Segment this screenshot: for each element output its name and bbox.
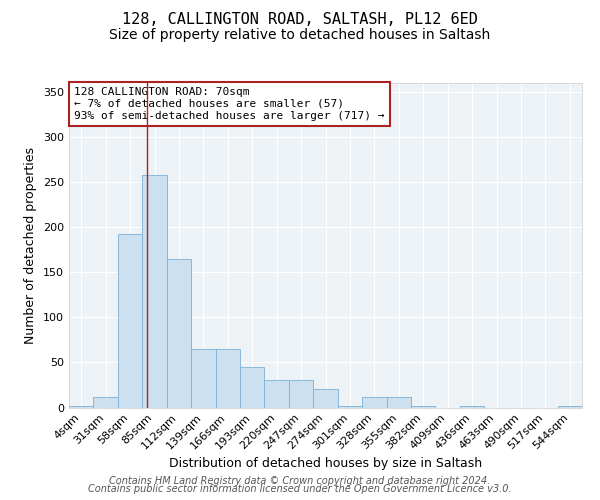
Bar bbox=[94, 396, 118, 407]
Bar bbox=[142, 174, 167, 408]
Text: 128 CALLINGTON ROAD: 70sqm
← 7% of detached houses are smaller (57)
93% of semi-: 128 CALLINGTON ROAD: 70sqm ← 7% of detac… bbox=[74, 88, 385, 120]
Bar bbox=[460, 406, 484, 407]
Bar bbox=[557, 406, 582, 407]
Bar bbox=[289, 380, 313, 407]
Y-axis label: Number of detached properties: Number of detached properties bbox=[25, 146, 37, 344]
Bar bbox=[411, 406, 436, 407]
Bar bbox=[386, 396, 411, 407]
Bar bbox=[240, 367, 265, 408]
Text: Size of property relative to detached houses in Saltash: Size of property relative to detached ho… bbox=[109, 28, 491, 42]
Bar bbox=[265, 380, 289, 407]
Bar bbox=[215, 349, 240, 408]
Bar bbox=[338, 406, 362, 407]
Text: Contains HM Land Registry data © Crown copyright and database right 2024.: Contains HM Land Registry data © Crown c… bbox=[109, 476, 491, 486]
Bar bbox=[313, 390, 338, 407]
Bar bbox=[191, 349, 215, 408]
Text: 128, CALLINGTON ROAD, SALTASH, PL12 6ED: 128, CALLINGTON ROAD, SALTASH, PL12 6ED bbox=[122, 12, 478, 28]
Bar bbox=[69, 406, 94, 407]
Bar bbox=[118, 234, 142, 408]
Bar bbox=[362, 396, 386, 407]
Text: Contains public sector information licensed under the Open Government Licence v3: Contains public sector information licen… bbox=[88, 484, 512, 494]
Bar bbox=[167, 258, 191, 408]
X-axis label: Distribution of detached houses by size in Saltash: Distribution of detached houses by size … bbox=[169, 457, 482, 470]
